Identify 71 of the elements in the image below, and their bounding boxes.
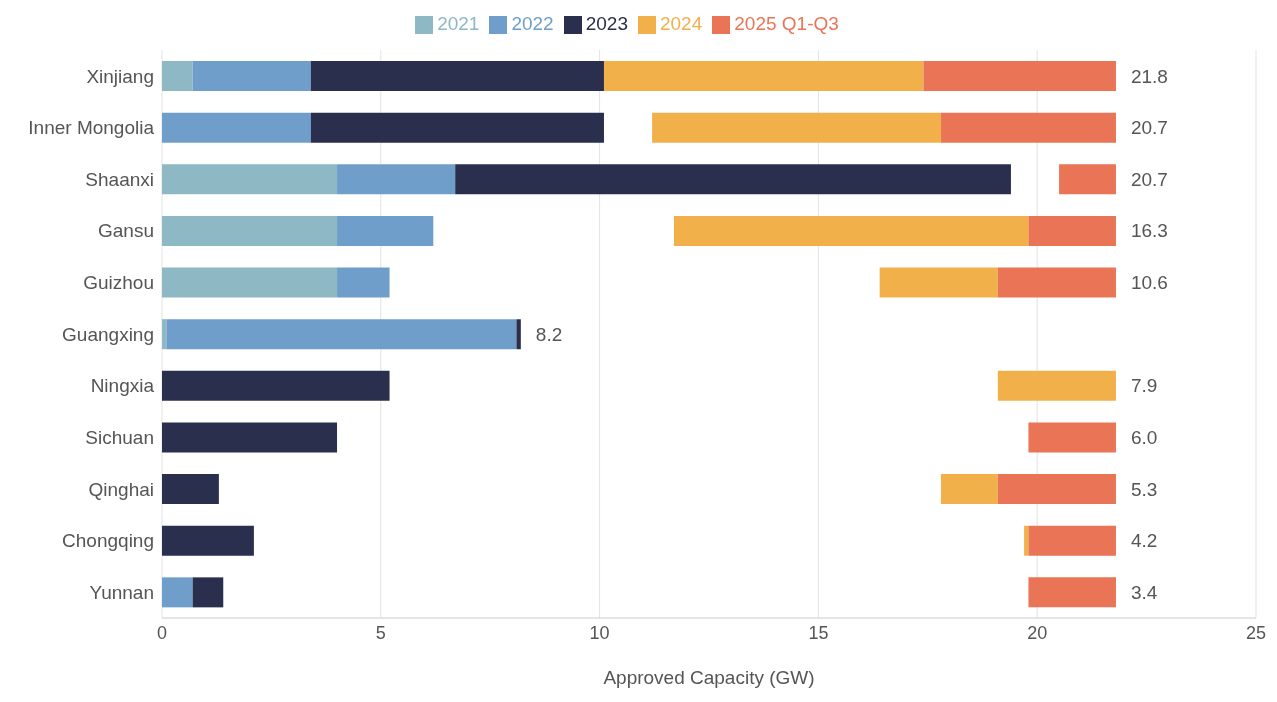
y-tick-label: Ningxia: [90, 375, 155, 397]
y-tick-label: Chongqing: [62, 530, 154, 552]
y-tick-label: Qinghai: [88, 478, 154, 500]
bar: [166, 319, 517, 350]
total-label: 8.2: [535, 323, 563, 345]
bar: [673, 215, 1029, 246]
bar: [310, 112, 604, 143]
bar: [1024, 525, 1029, 556]
bar: [603, 61, 924, 91]
y-tick-label: Shaanxi: [85, 168, 154, 190]
bar: [310, 61, 604, 91]
legend-label: 2025 Q1-Q3: [734, 13, 839, 34]
bar: [997, 267, 1116, 298]
x-tick-label: 15: [808, 622, 829, 643]
bar: [652, 112, 941, 143]
legend-label: 2021: [437, 13, 480, 34]
total-label: 5.3: [1130, 478, 1158, 500]
total-label: 4.2: [1130, 530, 1158, 552]
bar: [1028, 525, 1116, 556]
total-label: 20.7: [1130, 117, 1168, 139]
y-tick-label: Sichuan: [85, 427, 154, 449]
bar: [162, 577, 193, 608]
total-label: 20.7: [1130, 168, 1168, 190]
bar: [162, 164, 338, 195]
bar: [1028, 422, 1116, 453]
bar: [162, 112, 311, 143]
bar: [923, 61, 1116, 91]
legend-label: 2023: [585, 13, 628, 34]
bar: [162, 370, 390, 401]
y-tick-label: Guizhou: [83, 272, 154, 294]
bar: [940, 474, 998, 505]
x-tick-label: 5: [375, 622, 386, 643]
bar: [516, 319, 521, 350]
bar: [1028, 215, 1116, 246]
bar: [162, 319, 167, 350]
bar: [337, 267, 390, 298]
bar: [997, 370, 1116, 401]
bar: [162, 267, 338, 298]
bar: [192, 577, 224, 608]
x-tick-label: 0: [156, 622, 168, 643]
bar: [940, 112, 1116, 143]
bar: [337, 215, 434, 246]
bar: [162, 422, 338, 453]
bar: [1028, 577, 1116, 608]
bar: [192, 61, 311, 91]
y-tick-label: Inner Mongolia: [28, 117, 155, 139]
x-axis-title: Approved Capacity (GW): [603, 667, 815, 688]
y-tick-label: Yunnan: [89, 581, 154, 603]
y-tick-label: Guangxing: [62, 323, 154, 345]
x-tick-label: 25: [1245, 622, 1267, 643]
total-label: 21.8: [1130, 65, 1168, 87]
total-label: 3.4: [1130, 581, 1158, 603]
legend-label: 2022: [511, 13, 554, 34]
y-tick-label: Xinjiang: [86, 65, 154, 87]
bar: [1059, 164, 1116, 195]
total-label: 6.0: [1130, 426, 1158, 448]
bar: [997, 474, 1116, 505]
x-tick-label: 20: [1027, 622, 1048, 643]
legend-label: 2024: [659, 13, 703, 34]
total-label: 10.6: [1130, 272, 1168, 294]
bar: [455, 164, 1011, 195]
bar: [337, 164, 456, 195]
bar: [879, 267, 998, 298]
total-label: 16.3: [1130, 220, 1168, 242]
x-tick-label: 10: [589, 622, 610, 643]
y-tick-label: Gansu: [98, 220, 154, 242]
bar: [162, 525, 254, 556]
bar: [162, 474, 219, 505]
bar: [162, 215, 338, 246]
total-label: 7.9: [1130, 375, 1158, 397]
bar: [162, 61, 193, 91]
